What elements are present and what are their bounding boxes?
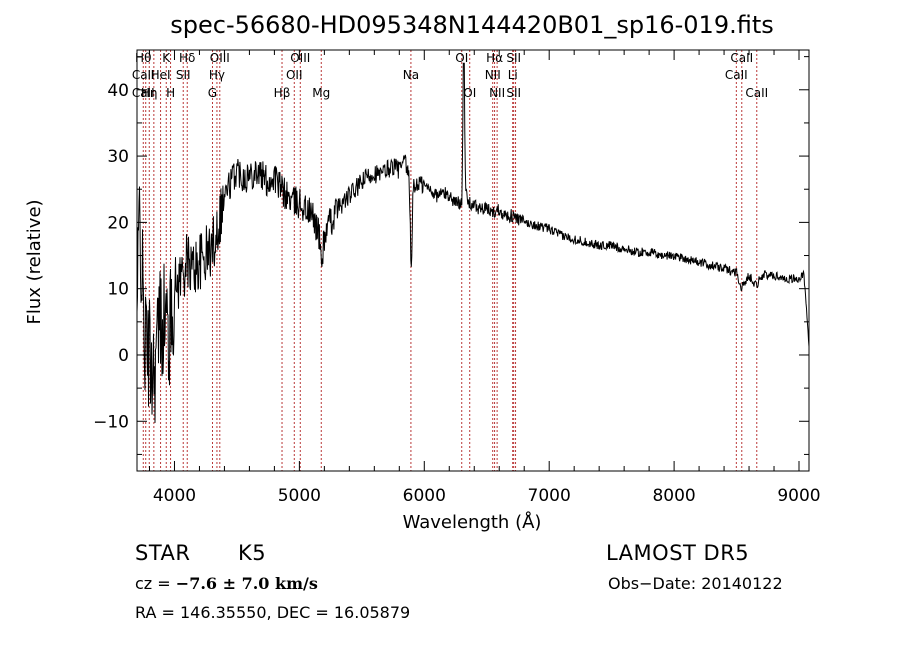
spectral-line-label: CaII: [132, 68, 155, 82]
spectral-line-label: OII: [286, 68, 303, 82]
spectral-line-label: Hα: [486, 51, 503, 65]
spectral-line-label: G: [208, 86, 217, 100]
redshift-value: −7.6 ± 7.0 km/s: [175, 574, 318, 593]
redshift-readout: cz = −7.6 ± 7.0 km/s: [135, 574, 318, 593]
spectral-line-label: H: [166, 86, 175, 100]
x-tick-label: 9000: [777, 486, 820, 506]
redshift-prefix: cz =: [135, 574, 176, 593]
x-tick-label: 8000: [652, 486, 695, 506]
spectral-line-label: OIII: [210, 51, 230, 65]
spectral-line-label: Hβ: [274, 86, 291, 100]
spectral-line-label: SII: [176, 68, 191, 82]
y-axis: −10 0 10 20 30 40: [93, 56, 809, 455]
x-tick-label: 4000: [153, 486, 196, 506]
spectral-line-label: CaII: [725, 68, 748, 82]
spectral-line-label: HeI: [151, 68, 171, 82]
spectral-line-label: SII: [506, 51, 521, 65]
spectral-line-label: OI: [455, 51, 468, 65]
spectrum-series: [136, 62, 810, 423]
y-tick-label: 30: [107, 147, 129, 167]
x-tick-label: 5000: [278, 486, 321, 506]
y-tick-label: 20: [107, 213, 129, 233]
spectral-line-label: K: [162, 51, 171, 65]
spectral-line-label: Hθ: [135, 51, 151, 65]
observation-date: Obs−Date: 20140122: [608, 574, 783, 593]
spectral-line-labels: HθCaIICaIIHηHeIKHSIIHδGHγOIIIHβOIIOIIIMg…: [132, 51, 768, 100]
y-tick-label: −10: [93, 412, 129, 432]
spectrum-line: [136, 62, 810, 423]
spectral-line-label: SII: [506, 86, 521, 100]
y-tick-label: 40: [107, 81, 129, 101]
spectral-line-markers: [142, 50, 758, 471]
spectral-line-label: Hη: [141, 86, 158, 100]
x-axis-label: Wavelength (Å): [403, 511, 542, 533]
spectral-line-label: Mg: [312, 86, 330, 100]
object-class: STAR: [135, 541, 191, 565]
spectral-line-label: CaII: [730, 51, 753, 65]
spectral-line-label: Hγ: [209, 68, 225, 82]
y-tick-label: 10: [107, 280, 129, 300]
spectral-line-label: NII: [489, 86, 505, 100]
survey-name: LAMOST DR5: [606, 541, 750, 565]
y-axis-label: Flux (relative): [24, 199, 45, 324]
spectral-line-label: CaII: [745, 86, 768, 100]
object-subclass: K5: [238, 541, 267, 565]
x-axis: 4000 5000 6000 7000 8000 9000: [148, 50, 821, 506]
spectral-line-label: Li: [508, 68, 518, 82]
spectral-line-label: Na: [403, 68, 419, 82]
spectral-line-label: NII: [485, 68, 501, 82]
y-tick-label: 0: [118, 346, 129, 366]
plot-frame: [136, 49, 810, 472]
spectral-line-label: Hδ: [179, 51, 195, 65]
x-tick-label: 7000: [528, 486, 571, 506]
spectral-line-label: OI: [463, 86, 476, 100]
x-tick-label: 6000: [403, 486, 446, 506]
chart-title: spec-56680-HD095348N144420B01_sp16-019.f…: [170, 11, 774, 39]
spectral-line-label: OIII: [290, 51, 310, 65]
ra-dec-readout: RA = 146.35550, DEC = 16.05879: [135, 603, 411, 622]
